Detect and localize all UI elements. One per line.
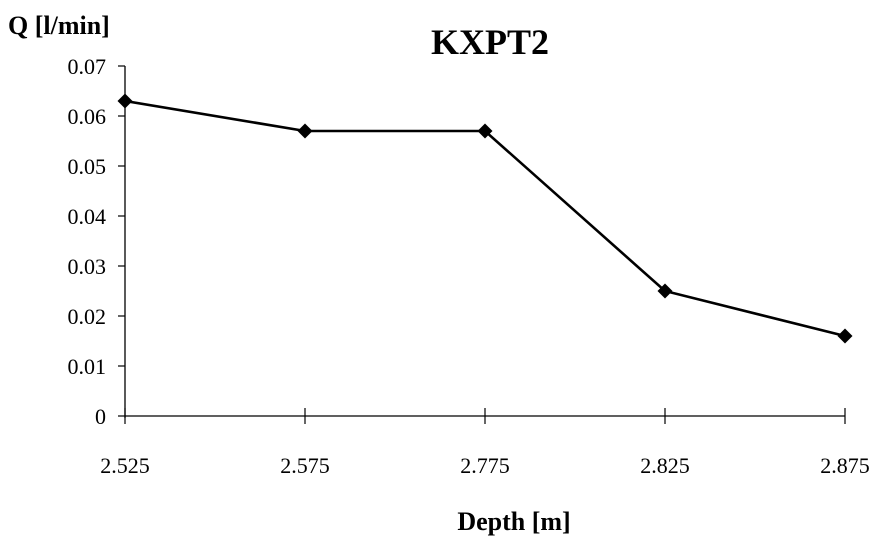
x-axis-title: Depth [m] bbox=[457, 507, 570, 536]
series-group bbox=[117, 93, 853, 344]
y-tick-label: 0.01 bbox=[68, 354, 107, 379]
y-tick-label: 0.05 bbox=[68, 154, 107, 179]
data-point-marker bbox=[657, 283, 673, 299]
y-tick-label: 0.03 bbox=[68, 254, 107, 279]
data-point-marker bbox=[297, 123, 313, 139]
x-tick-label: 2.575 bbox=[280, 453, 330, 478]
x-tick-label: 2.825 bbox=[640, 453, 690, 478]
y-axis-ticks: 0 0.01 0.02 0.03 0.04 0.05 0.06 0.07 bbox=[68, 54, 125, 429]
y-tick-label: 0.06 bbox=[68, 104, 107, 129]
x-axis-ticks: 2.525 2.575 2.775 2.825 2.875 bbox=[100, 408, 870, 478]
y-tick-label: 0.04 bbox=[68, 204, 107, 229]
y-axis-title: Q [l/min] bbox=[8, 11, 110, 40]
y-tick-label: 0.07 bbox=[68, 54, 107, 79]
x-tick-label: 2.875 bbox=[820, 453, 870, 478]
y-tick-label: 0 bbox=[95, 404, 106, 429]
data-point-marker bbox=[117, 93, 133, 109]
data-point-marker bbox=[477, 123, 493, 139]
chart-title: KXPT2 bbox=[431, 22, 549, 62]
x-tick-label: 2.775 bbox=[460, 453, 510, 478]
y-tick-label: 0.02 bbox=[68, 304, 107, 329]
x-tick-label: 2.525 bbox=[100, 453, 150, 478]
data-point-marker bbox=[837, 328, 853, 344]
